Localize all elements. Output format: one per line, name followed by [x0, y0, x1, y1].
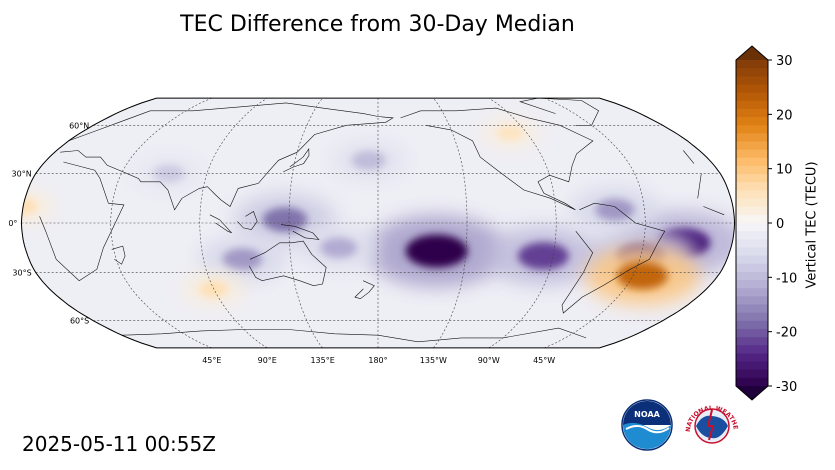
longitude-label: 45°E	[202, 356, 221, 365]
anomaly-core	[351, 150, 386, 170]
latitude-label: 60°N	[69, 121, 89, 130]
colorbar-segment	[736, 174, 768, 183]
colorbar-tick-label: -30	[776, 380, 797, 395]
latitude-label: 60°S	[70, 317, 89, 326]
longitude-label: 90°E	[258, 356, 277, 365]
coastline	[248, 240, 327, 287]
colorbar-segment	[736, 117, 768, 126]
tec-map: 60°N 30°N 0° 30°S 60°S 45°E 90°E 135°E 180° 135°…	[8, 97, 736, 365]
coastline	[519, 98, 599, 126]
colorbar-segment	[736, 223, 768, 232]
colorbar-segment	[736, 320, 768, 330]
colorbar-segment	[736, 108, 768, 118]
colorbar-segment	[736, 271, 768, 281]
colorbar-tick-label: 10	[776, 163, 793, 178]
colorbar-segment	[736, 133, 768, 143]
colorbar-segment	[736, 214, 768, 224]
coastline	[237, 211, 258, 230]
timestamp: 2025-05-11 00:55Z	[22, 432, 216, 456]
colorbar-segment	[736, 182, 768, 191]
colorbar-segment	[736, 361, 768, 371]
colorbar-segment	[736, 76, 768, 86]
colorbar-segment	[736, 206, 768, 216]
anomaly-core	[222, 248, 263, 271]
colorbar-segment	[736, 337, 768, 346]
coastline	[280, 224, 320, 240]
colorbar-segment	[736, 304, 768, 314]
latitude-label: 30°N	[12, 170, 32, 179]
colorbar-segment	[736, 345, 768, 354]
noaa-text: NOAA	[634, 410, 660, 419]
longitude-line	[288, 98, 323, 348]
longitude-label: 45°W	[533, 356, 555, 365]
coastline	[60, 102, 695, 211]
longitude-labels: 45°E 90°E 135°E 180° 135°W 90°W 45°W	[202, 356, 555, 365]
colorbar-segment	[736, 100, 768, 110]
colorbar-segment	[736, 92, 768, 102]
colorbar-extend-max	[736, 46, 768, 60]
colorbar-segment	[736, 68, 768, 77]
noaa-logo: NOAA	[621, 399, 673, 451]
coastline	[39, 161, 725, 282]
colorbar-segment	[736, 165, 768, 175]
colorbar-segment	[736, 125, 768, 134]
colorbar-tick-label: 0	[776, 217, 784, 232]
map-title: TEC Difference from 30-Day Median	[180, 12, 575, 37]
colorbar-extend-min	[736, 386, 768, 400]
coastline	[111, 245, 126, 265]
colorbar-segment	[736, 255, 768, 265]
coastline	[209, 214, 232, 234]
colorbar-segment	[736, 190, 768, 200]
colorbar-segment	[736, 60, 768, 69]
colorbar-segment	[736, 198, 768, 208]
longitude-line	[488, 98, 557, 348]
colorbar-segment	[736, 157, 768, 167]
latitude-label: 30°S	[12, 268, 31, 277]
colorbar-segment	[736, 328, 768, 338]
colorbar-segment	[736, 288, 768, 297]
longitude-line	[433, 98, 468, 348]
nws-logo: NATIONAL WEATHER SERVICE	[682, 396, 740, 454]
longitude-line	[199, 98, 268, 348]
anomaly-core	[262, 207, 308, 233]
anomaly-core	[405, 234, 468, 268]
colorbar-segment	[736, 296, 768, 306]
colorbar-segment	[736, 312, 768, 322]
colorbar-tick-label: 20	[776, 108, 793, 123]
colorbar-segment	[736, 263, 768, 273]
longitude-label: 135°W	[420, 356, 447, 365]
anomaly-core	[320, 237, 358, 258]
colorbar: 30 20 10 0 -10 -20 -30	[735, 45, 797, 401]
coastlines	[39, 98, 725, 343]
longitude-label: 90°W	[478, 356, 500, 365]
colorbar-tick-label: 30	[776, 54, 793, 69]
colorbar-segment	[736, 369, 768, 379]
colorbar-segment	[736, 84, 768, 94]
colorbar-segment	[736, 239, 768, 249]
anomaly-core	[517, 242, 569, 270]
coastline	[400, 107, 594, 211]
colorbar-segment	[736, 149, 768, 159]
anomaly-core	[595, 198, 635, 221]
anomaly-core	[496, 125, 524, 141]
colorbar-segment	[736, 280, 768, 289]
colorbar-tick-label: -10	[776, 271, 797, 286]
colorbar-segment	[736, 231, 768, 240]
anomaly-core	[616, 262, 668, 290]
longitude-label: 135°E	[310, 356, 334, 365]
colorbar-segment	[736, 141, 768, 151]
longitude-label: 180°	[368, 356, 387, 365]
colorbar-body	[735, 45, 769, 401]
coastline	[354, 280, 375, 300]
colorbar-tick-label: -20	[776, 326, 797, 341]
latitude-labels: 60°N 30°N 0° 30°S 60°S	[8, 121, 89, 325]
latitude-label: 0°	[8, 219, 17, 228]
colorbar-segment	[736, 247, 768, 257]
coastline	[561, 202, 666, 314]
colorbar-segment	[736, 353, 768, 363]
colorbar-ticks: 30 20 10 0 -10 -20 -30	[768, 54, 797, 395]
map-outline	[20, 97, 736, 349]
colorbar-label: Vertical TEC (TECU)	[804, 161, 820, 289]
colorbar-segment	[736, 377, 768, 387]
